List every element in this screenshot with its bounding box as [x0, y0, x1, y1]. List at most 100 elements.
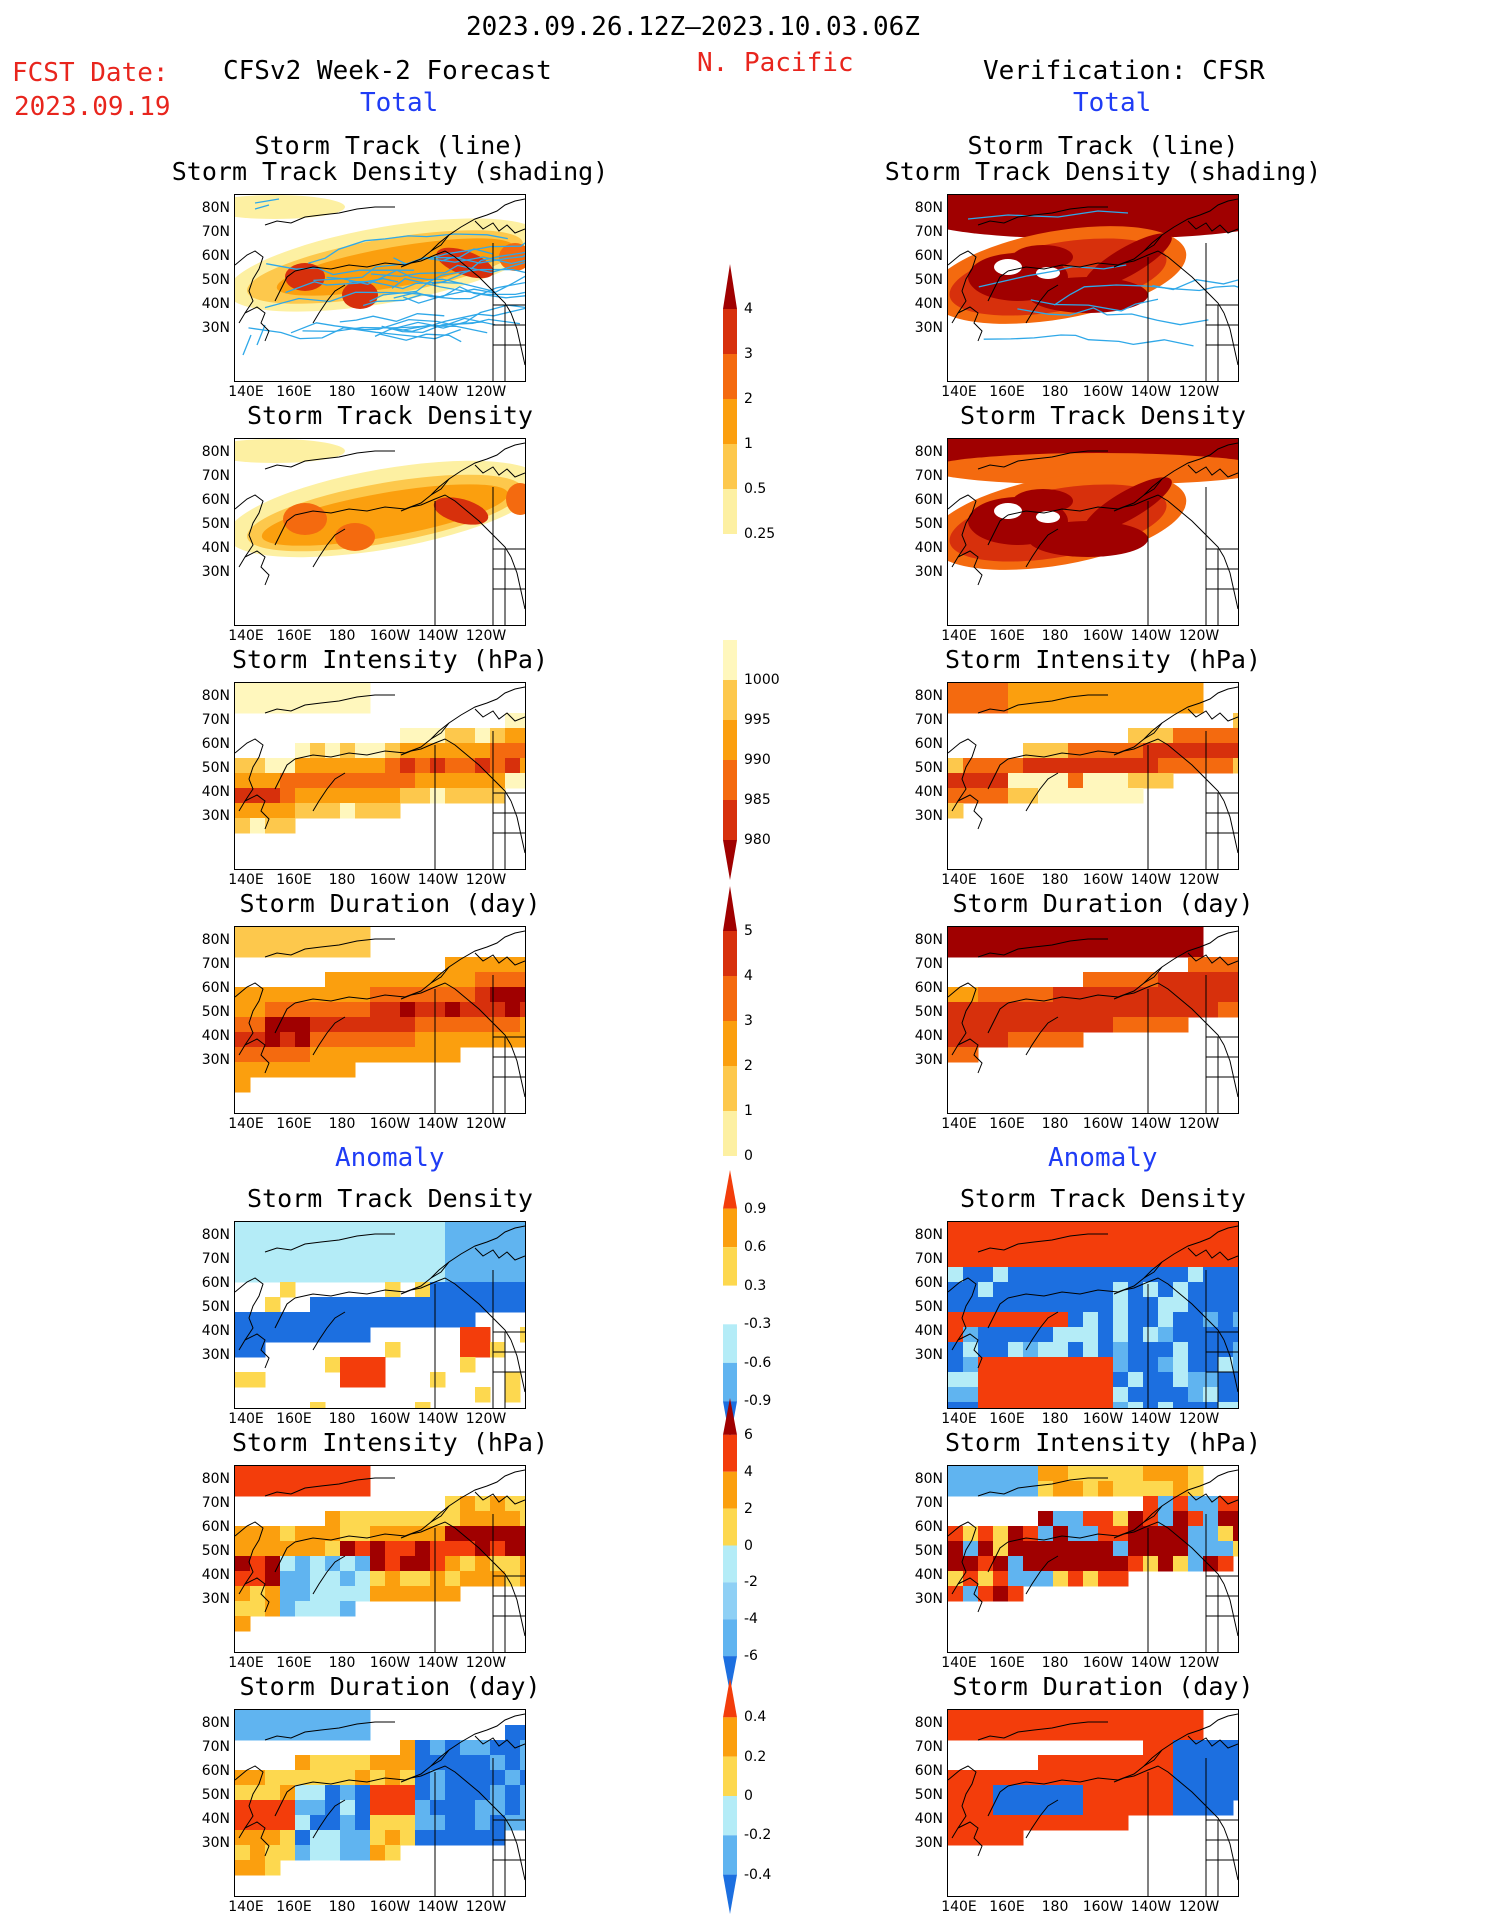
lat-tick-label: 30N [914, 1347, 943, 1363]
coastline [264, 450, 395, 470]
lat-tick-label: 50N [201, 1004, 230, 1020]
lon-tick-label: 140W [417, 1116, 459, 1132]
coastline [1007, 234, 1163, 272]
colorbar-label: 4 [744, 1463, 753, 1480]
coastline [1007, 1261, 1163, 1299]
lon-tick-label: 160E [276, 1655, 312, 1671]
colorbar-label: 2 [744, 391, 753, 407]
coastline [474, 1735, 525, 1749]
lat-tick-label: 70N [201, 1495, 230, 1511]
coastline [1025, 1799, 1059, 1839]
lat-tick-label: 50N [201, 1543, 230, 1559]
lat-tick-label: 70N [914, 1495, 943, 1511]
coastline [977, 450, 1108, 470]
lat-tick-label: 50N [201, 760, 230, 776]
colorbar-segment [723, 1434, 737, 1472]
lon-tick-label: 140W [417, 1899, 459, 1915]
colorbar-segment [723, 1285, 737, 1325]
coastline [400, 250, 512, 314]
map-svg [948, 439, 1238, 625]
colorbar-label: 0.9 [744, 1200, 767, 1217]
colorbar-segment [723, 800, 737, 840]
coastline [400, 738, 512, 802]
coastline [430, 930, 525, 984]
coastline [957, 306, 983, 342]
colorbar-label: 0.3 [744, 1277, 767, 1294]
coastline [312, 772, 346, 812]
title-r3: Storm Intensity (hPa) [944, 645, 1262, 674]
lon-tick-label: 160E [989, 1411, 1025, 1427]
coastline [1143, 1225, 1238, 1279]
colorbar-label: -0.3 [744, 1316, 772, 1333]
map-panel-r3 [947, 682, 1239, 870]
lat-tick-label: 50N [201, 516, 230, 532]
lat-tick-label: 50N [914, 272, 943, 288]
title-l5: Storm Track Density [247, 1184, 533, 1213]
colorbar-segment [723, 720, 737, 760]
map-svg [235, 683, 525, 869]
colorbar-segment [723, 1247, 737, 1286]
lat-tick-label: 60N [914, 248, 943, 264]
coastline [510, 800, 525, 854]
coastline [510, 1339, 525, 1393]
map-panel-r4 [947, 926, 1239, 1114]
colorbar-segment [723, 976, 737, 1021]
coastline [1025, 1016, 1059, 1056]
title-l6: Storm Intensity (hPa) [231, 1428, 549, 1457]
map-panel-r5 [947, 1221, 1239, 1409]
coastline [312, 1555, 346, 1595]
lon-tick-label: 140E [228, 1655, 264, 1671]
colorbar-label: -0.6 [744, 1354, 772, 1371]
coastline [948, 1765, 977, 1839]
coastline [264, 1721, 395, 1741]
lat-tick-label: 30N [914, 808, 943, 824]
lon-tick-label: 180 [1041, 1116, 1069, 1132]
coastline [294, 478, 450, 516]
lat-tick-label: 80N [914, 1227, 943, 1243]
lat-tick-label: 80N [914, 688, 943, 704]
colorbar-label: 0 [744, 1148, 753, 1164]
lat-tick-label: 80N [201, 1227, 230, 1243]
coastline [274, 1785, 296, 1817]
coastline [430, 442, 525, 496]
coastline [430, 1713, 525, 1767]
lon-tick-label: 160E [276, 384, 312, 400]
colorbar-label: -0.2 [744, 1827, 772, 1844]
lat-tick-label: 80N [201, 688, 230, 704]
coastline [274, 1541, 296, 1573]
coastline [244, 1333, 270, 1369]
colorbar-intensity_total [723, 640, 737, 880]
lat-tick-label: 40N [201, 540, 230, 556]
title-r1a: Storm Track (line) [967, 131, 1239, 160]
lon-tick-label: 160W [1082, 872, 1124, 888]
coastline [1223, 312, 1238, 366]
fcst-label: FCST Date: [12, 58, 169, 88]
lon-tick-label: 160W [369, 1411, 411, 1427]
lat-tick-label: 40N [914, 784, 943, 800]
lat-tick-label: 60N [914, 736, 943, 752]
coastline [474, 220, 525, 234]
colorbar-segment [723, 640, 737, 680]
lat-tick-label: 40N [201, 1028, 230, 1044]
colorbar-segment [723, 840, 737, 880]
lon-tick-label: 160W [369, 1655, 411, 1671]
coastline [510, 312, 525, 366]
colorbar-segment [723, 444, 737, 489]
colorbar-segment [723, 886, 737, 931]
lon-tick-label: 180 [328, 1411, 356, 1427]
coastline [474, 1491, 525, 1505]
lat-tick-label: 40N [201, 1323, 230, 1339]
coastline [235, 250, 264, 324]
lon-tick-label: 140W [1130, 1899, 1172, 1915]
title-l4: Storm Duration (day) [239, 889, 541, 918]
fcst-date: 2023.09.19 [14, 92, 171, 122]
lat-tick-label: 50N [914, 1004, 943, 1020]
colorbar-segment [723, 1835, 737, 1875]
lat-tick-label: 40N [914, 1028, 943, 1044]
coastline [244, 1038, 270, 1074]
colorbar-segment [723, 931, 737, 976]
colorbar-segment [723, 399, 737, 444]
coastline [510, 556, 525, 610]
coastline [1025, 284, 1059, 324]
coastline [1007, 1749, 1163, 1787]
